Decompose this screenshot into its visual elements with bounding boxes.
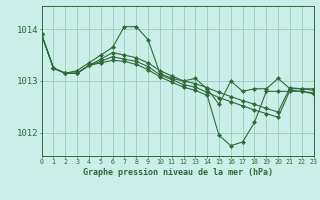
X-axis label: Graphe pression niveau de la mer (hPa): Graphe pression niveau de la mer (hPa) (83, 168, 273, 177)
